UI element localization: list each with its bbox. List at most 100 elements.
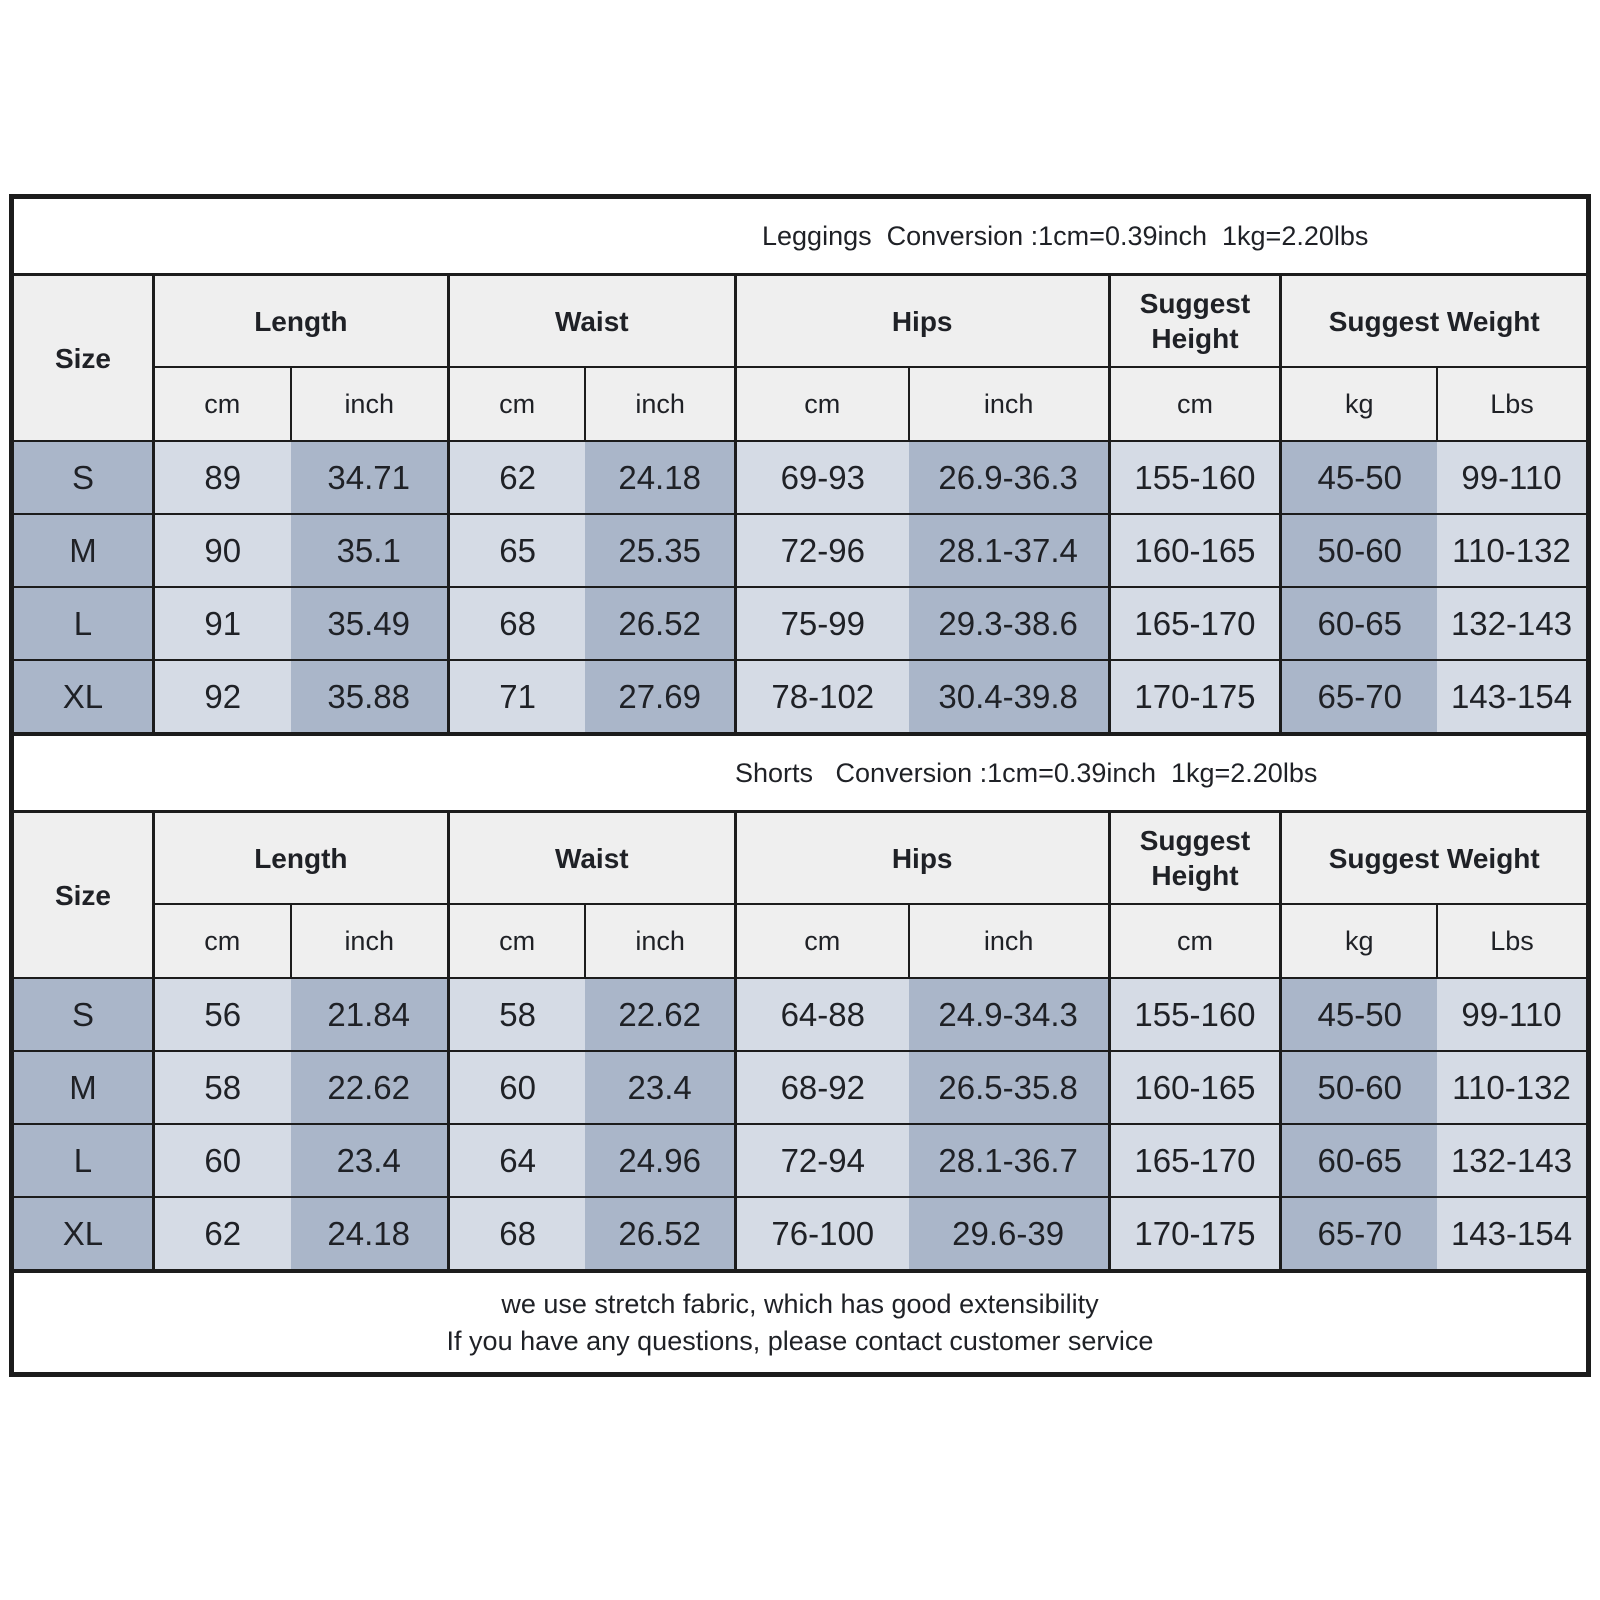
data-cell: 35.49: [290, 586, 449, 661]
data-cell: 22.62: [290, 1050, 449, 1125]
data-cell: 62: [151, 1196, 291, 1272]
size-cell: S: [11, 977, 154, 1052]
data-cell: 160-165: [1107, 513, 1281, 588]
data-cell: 165-170: [1107, 586, 1281, 661]
data-cell: 23.4: [290, 1123, 449, 1198]
unit-header: inch: [584, 366, 736, 442]
column-header: Suggest Weight: [1279, 810, 1589, 905]
data-cell: 76-100: [733, 1196, 909, 1272]
size-chart-sheet: Leggings Conversion :1cm=0.39inch 1kg=2.…: [9, 194, 1591, 1377]
data-cell: 21.84: [290, 977, 449, 1052]
footer-line-2: If you have any questions, please contac…: [446, 1325, 1154, 1356]
data-cell: 58: [446, 977, 586, 1052]
table-row: XL 62 24.18 68 26.52 76-100 29.6-39 170-175 65-7…: [11, 1196, 1589, 1272]
column-header: Hips: [733, 273, 1110, 368]
section-title-row-leggings: Leggings Conversion :1cm=0.39inch 1kg=2.…: [11, 194, 1589, 276]
unit-header-row: cm inch cm inch cm inch cm kg Lbs: [12, 903, 1589, 979]
data-cell: 58: [151, 1050, 291, 1125]
column-header: Suggest Height: [1107, 810, 1281, 905]
data-cell: 165-170: [1107, 1123, 1281, 1198]
data-cell: 26.52: [585, 586, 736, 661]
unit-header: Lbs: [1436, 903, 1589, 979]
data-cell: 62: [446, 440, 586, 515]
data-cell: 30.4-39.8: [908, 659, 1110, 735]
data-cell: 26.9-36.3: [908, 440, 1110, 515]
unit-header: cm: [733, 903, 909, 979]
data-cell: 68-92: [733, 1050, 909, 1125]
data-cell: 65-70: [1279, 1196, 1438, 1272]
unit-header: kg: [1279, 366, 1438, 442]
column-header-size: Size: [11, 273, 154, 442]
column-header: Suggest Weight: [1279, 273, 1589, 368]
unit-header: cm: [151, 903, 291, 979]
data-cell: 92: [151, 659, 291, 735]
data-cell: 50-60: [1279, 513, 1438, 588]
data-cell: 71: [446, 659, 586, 735]
data-cell: 143-154: [1437, 659, 1589, 735]
data-cell: 132-143: [1437, 1123, 1589, 1198]
data-cell: 90: [151, 513, 291, 588]
data-cell: 155-160: [1107, 440, 1281, 515]
column-header: Length: [151, 273, 449, 368]
data-cell: 28.1-36.7: [908, 1123, 1110, 1198]
data-cell: 35.88: [290, 659, 449, 735]
data-cell: 60-65: [1279, 1123, 1438, 1198]
data-cell: 24.18: [290, 1196, 449, 1272]
unit-header-row: cm inch cm inch cm inch cm kg Lbs: [12, 366, 1589, 442]
data-cell: 99-110: [1437, 977, 1589, 1052]
data-cell: 160-165: [1107, 1050, 1281, 1125]
unit-header: inch: [907, 903, 1110, 979]
data-cell: 60: [151, 1123, 291, 1198]
table-row: L 91 35.49 68 26.52 75-99 29.3-38.6 165-170 60-6…: [11, 586, 1589, 661]
size-cell: XL: [11, 659, 154, 735]
data-cell: 26.52: [585, 1196, 736, 1272]
data-cell: 75-99: [733, 586, 909, 661]
data-cell: 26.5-35.8: [908, 1050, 1110, 1125]
column-header-row: Size Length Waist Hips Suggest Height Suggest…: [11, 273, 1589, 442]
footer-note: we use stretch fabric, which has good ex…: [11, 1269, 1589, 1377]
data-cell: 170-175: [1107, 1196, 1281, 1272]
data-cell: 29.3-38.6: [908, 586, 1110, 661]
data-cell: 50-60: [1279, 1050, 1438, 1125]
data-cell: 155-160: [1107, 977, 1281, 1052]
unit-header: cm: [1107, 366, 1281, 442]
data-cell: 28.1-37.4: [908, 513, 1110, 588]
column-header: Hips: [733, 810, 1110, 905]
column-header: Suggest Height: [1107, 273, 1281, 368]
size-cell: M: [11, 1050, 154, 1125]
unit-header: cm: [1107, 903, 1281, 979]
data-cell: 65: [446, 513, 586, 588]
table-row: S 89 34.71 62 24.18 69-93 26.9-36.3 155-160 45-5…: [11, 440, 1589, 515]
unit-header: inch: [584, 903, 736, 979]
data-cell: 24.18: [585, 440, 736, 515]
data-cell: 45-50: [1279, 977, 1438, 1052]
column-header-row: Size Length Waist Hips Suggest Height Suggest…: [11, 810, 1589, 979]
unit-header: inch: [289, 903, 449, 979]
unit-header: cm: [151, 366, 291, 442]
data-cell: 68: [446, 586, 586, 661]
size-chart-table: Leggings Conversion :1cm=0.39inch 1kg=2.…: [9, 194, 1591, 1377]
table-row: M 58 22.62 60 23.4 68-92 26.5-35.8 160-165 50-60…: [11, 1050, 1589, 1125]
data-cell: 24.96: [585, 1123, 736, 1198]
data-cell: 110-132: [1437, 513, 1589, 588]
column-header-size: Size: [11, 810, 154, 979]
column-header: Waist: [446, 273, 736, 368]
data-cell: 68: [446, 1196, 586, 1272]
section-title-shorts: Shorts Conversion :1cm=0.39inch 1kg=2.20…: [11, 732, 1589, 813]
data-cell: 25.35: [585, 513, 736, 588]
unit-header: cm: [733, 366, 909, 442]
unit-header: inch: [289, 366, 449, 442]
size-cell: L: [11, 586, 154, 661]
data-cell: 69-93: [733, 440, 909, 515]
section-title-leggings: Leggings Conversion :1cm=0.39inch 1kg=2.…: [11, 194, 1589, 276]
column-header: Length: [151, 810, 449, 905]
data-cell: 45-50: [1279, 440, 1438, 515]
data-cell: 35.1: [290, 513, 449, 588]
table-row: XL 92 35.88 71 27.69 78-102 30.4-39.8 170-175 65…: [11, 659, 1589, 735]
unit-header: cm: [446, 903, 586, 979]
unit-header: kg: [1279, 903, 1438, 979]
data-cell: 72-94: [733, 1123, 909, 1198]
data-cell: 72-96: [733, 513, 909, 588]
data-cell: 56: [151, 977, 291, 1052]
unit-header: cm: [446, 366, 586, 442]
